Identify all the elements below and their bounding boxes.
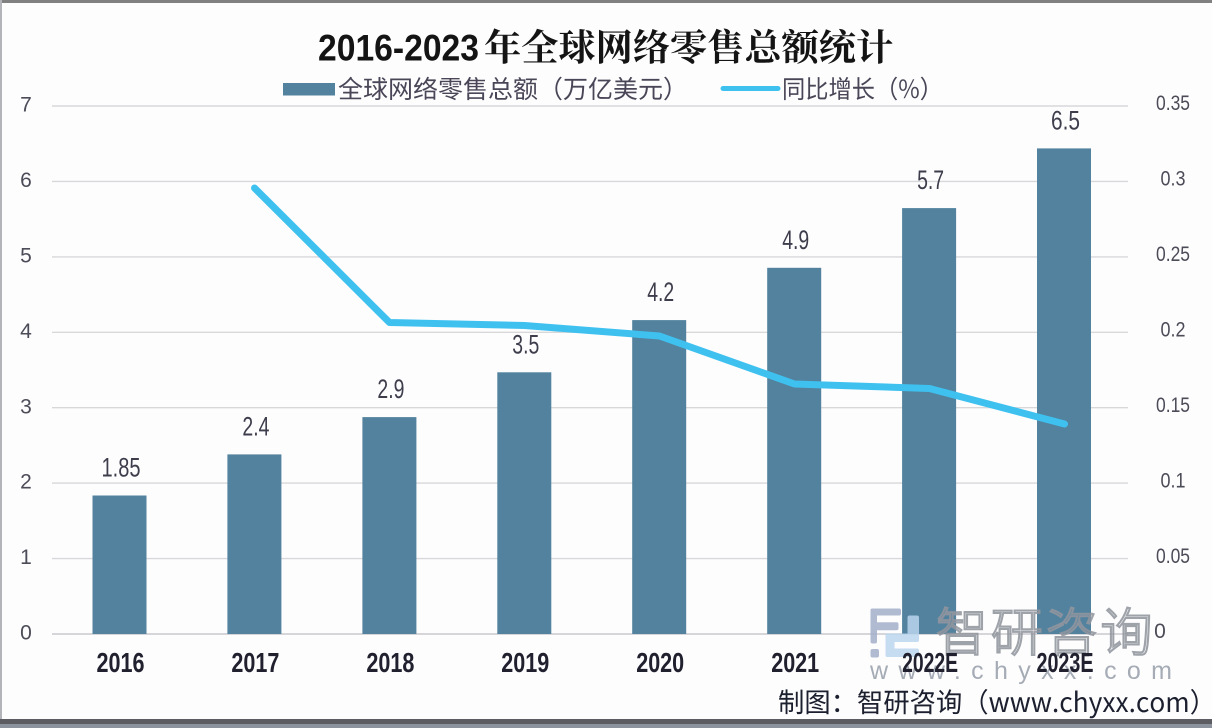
svg-text:2021: 2021 xyxy=(771,647,819,678)
svg-text:2016: 2016 xyxy=(97,647,145,678)
svg-text:0.15: 0.15 xyxy=(1156,394,1190,417)
svg-text:5.7: 5.7 xyxy=(917,165,944,195)
svg-text:6.5: 6.5 xyxy=(1051,105,1080,135)
svg-text:2023E: 2023E xyxy=(1037,647,1094,678)
svg-text:4: 4 xyxy=(20,320,32,343)
svg-text:0: 0 xyxy=(1154,620,1166,643)
svg-text:3.5: 3.5 xyxy=(512,329,539,359)
svg-text:1: 1 xyxy=(20,546,32,569)
svg-text:2016-2023: 2016-2023 xyxy=(318,28,479,69)
svg-text:0.35: 0.35 xyxy=(1156,92,1190,115)
svg-text:2.9: 2.9 xyxy=(377,374,404,404)
svg-text:0.2: 0.2 xyxy=(1161,319,1186,342)
svg-text:2018: 2018 xyxy=(366,647,414,678)
svg-text:4.9: 4.9 xyxy=(782,225,809,255)
svg-text:0.05: 0.05 xyxy=(1156,545,1190,568)
svg-text:0.3: 0.3 xyxy=(1161,168,1186,191)
svg-text:2022E: 2022E xyxy=(902,647,958,678)
svg-text:6: 6 xyxy=(20,169,32,192)
svg-text:5: 5 xyxy=(20,245,32,268)
svg-text:0.25: 0.25 xyxy=(1156,243,1190,266)
svg-text:2: 2 xyxy=(20,471,32,494)
svg-text:2017: 2017 xyxy=(231,647,279,678)
svg-text:4.2: 4.2 xyxy=(647,277,674,307)
svg-text:7: 7 xyxy=(20,94,32,117)
svg-text:3: 3 xyxy=(20,395,32,418)
svg-text:0: 0 xyxy=(20,622,32,645)
svg-text:1.85: 1.85 xyxy=(102,453,141,483)
svg-text:2019: 2019 xyxy=(501,647,549,678)
svg-text:2020: 2020 xyxy=(636,647,684,678)
svg-text:0.1: 0.1 xyxy=(1161,469,1186,492)
svg-text:2.4: 2.4 xyxy=(242,411,269,441)
